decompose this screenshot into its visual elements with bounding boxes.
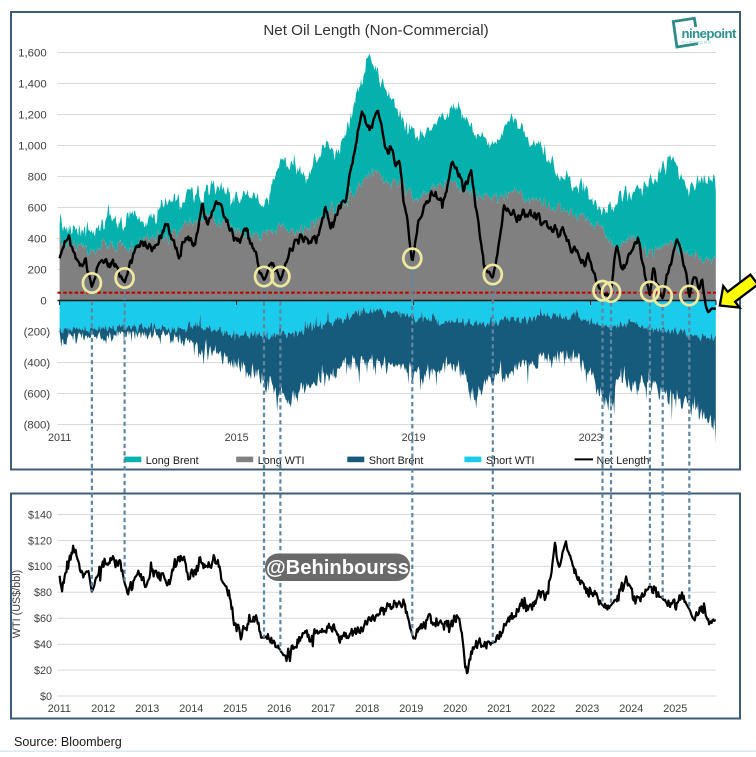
svg-text:ninepoint: ninepoint	[682, 26, 738, 41]
svg-text:200: 200	[28, 264, 47, 276]
svg-text:1,000: 1,000	[18, 140, 47, 152]
svg-text:2015: 2015	[225, 432, 249, 444]
svg-text:2012: 2012	[91, 703, 115, 715]
svg-text:2023: 2023	[579, 432, 603, 444]
svg-text:$40: $40	[34, 639, 52, 651]
svg-text:$80: $80	[34, 587, 52, 599]
svg-text:PARTNERS: PARTNERS	[682, 40, 712, 45]
svg-text:2019: 2019	[399, 703, 423, 715]
svg-text:Net Oil Length (Non-Commercial: Net Oil Length (Non-Commercial)	[263, 22, 488, 39]
svg-text:2024: 2024	[619, 703, 643, 715]
svg-text:(800): (800)	[24, 419, 51, 431]
svg-text:2023: 2023	[575, 703, 599, 715]
svg-text:800: 800	[28, 171, 47, 183]
svg-text:Long Brent: Long Brent	[146, 455, 199, 467]
svg-text:WTI (US$/bbl): WTI (US$/bbl)	[11, 570, 23, 638]
svg-text:2022: 2022	[531, 703, 555, 715]
svg-text:2017: 2017	[311, 703, 335, 715]
svg-text:(600): (600)	[24, 388, 51, 400]
svg-text:$60: $60	[34, 613, 52, 625]
svg-text:1,600: 1,600	[18, 47, 47, 59]
svg-text:2020: 2020	[443, 703, 467, 715]
svg-text:2018: 2018	[355, 703, 379, 715]
svg-text:2016: 2016	[267, 703, 291, 715]
svg-text:$140: $140	[28, 509, 52, 521]
svg-text:Net Length: Net Length	[597, 455, 650, 467]
svg-text:(200): (200)	[24, 326, 51, 338]
svg-text:2015: 2015	[223, 703, 247, 715]
svg-text:$0: $0	[40, 691, 52, 703]
svg-text:Short WTI: Short WTI	[486, 455, 535, 467]
svg-text:2011: 2011	[48, 703, 71, 715]
svg-text:2013: 2013	[135, 703, 159, 715]
svg-text:2011: 2011	[48, 432, 71, 444]
svg-text:$120: $120	[28, 535, 52, 547]
svg-text:Source: Bloomberg: Source: Bloomberg	[14, 735, 122, 749]
svg-text:@Behinbourss: @Behinbourss	[266, 557, 409, 579]
svg-text:400: 400	[28, 233, 47, 245]
svg-text:2014: 2014	[179, 703, 203, 715]
svg-text:2019: 2019	[402, 432, 426, 444]
svg-text:$100: $100	[28, 561, 52, 573]
svg-text:1,400: 1,400	[18, 78, 47, 90]
svg-text:2025: 2025	[663, 703, 687, 715]
svg-text:$20: $20	[34, 665, 52, 677]
svg-text:1,200: 1,200	[18, 109, 47, 121]
svg-text:2021: 2021	[487, 703, 511, 715]
svg-text:Short Brent: Short Brent	[369, 455, 424, 467]
svg-text:600: 600	[28, 202, 47, 214]
svg-text:0: 0	[40, 295, 46, 307]
svg-text:(400): (400)	[24, 357, 51, 369]
